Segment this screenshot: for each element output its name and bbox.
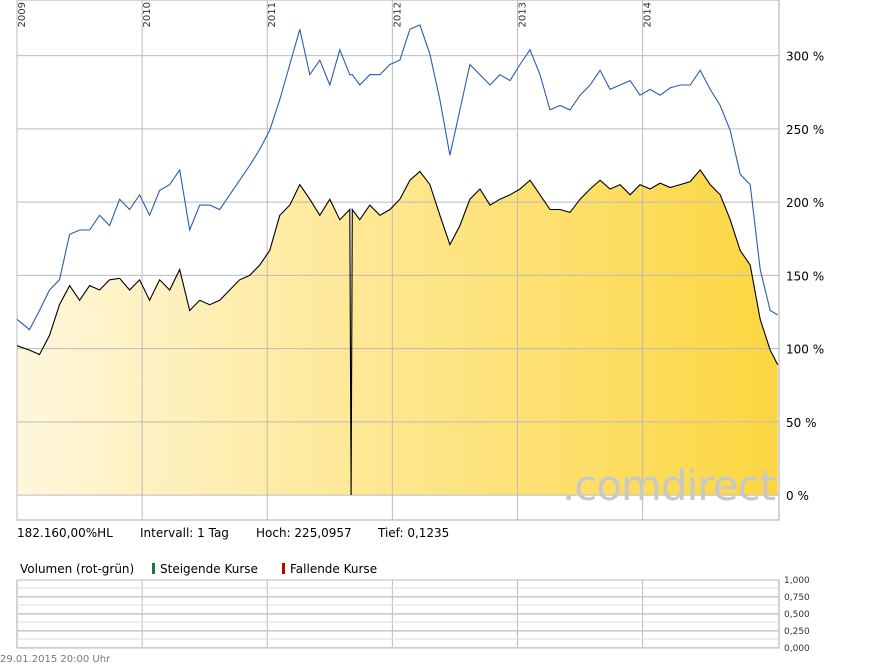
y-tick-label: 100 % [786, 343, 824, 357]
x-tick-label: 2014 [643, 2, 654, 27]
info-text: 182.160,00%HL [17, 526, 113, 540]
volume-tick-label: 0,500 [784, 610, 810, 620]
volume-label: Volumen (rot-grün) [20, 562, 134, 576]
series-line [16, 168, 779, 496]
volume-tick-label: 0,250 [784, 627, 810, 637]
volume-tick-label: 0,000 [784, 644, 810, 654]
legend-swatch [152, 563, 155, 574]
x-tick-label: 2009 [17, 2, 28, 27]
y-tick-label: 150 % [786, 269, 824, 283]
timestamp: 29.01.2015 20:00 Uhr [0, 654, 111, 665]
y-tick-label: 50 % [786, 416, 817, 430]
y-tick-label: 250 % [786, 123, 824, 137]
watermark: .comdirect [562, 461, 776, 510]
legend-swatch [282, 563, 285, 574]
legend-label: Fallende Kurse [290, 562, 377, 576]
y-tick-label: 0 % [786, 489, 809, 503]
y-tick-label: 200 % [786, 196, 824, 210]
legend-label: Steigende Kurse [160, 562, 258, 576]
area-fill [17, 169, 778, 496]
x-tick-label: 2012 [392, 2, 403, 27]
series-line [16, 24, 778, 331]
info-text: Tief: 0,1235 [377, 526, 449, 540]
x-tick-label: 2011 [267, 2, 278, 27]
info-text: Intervall: 1 Tag [140, 526, 229, 540]
info-text: Hoch: 225,0957 [256, 526, 352, 540]
volume-tick-label: 0,750 [784, 593, 810, 603]
x-tick-label: 2010 [142, 2, 153, 27]
volume-tick-label: 1,000 [784, 576, 810, 586]
x-tick-label: 2013 [517, 2, 528, 27]
y-tick-label: 300 % [786, 50, 824, 64]
